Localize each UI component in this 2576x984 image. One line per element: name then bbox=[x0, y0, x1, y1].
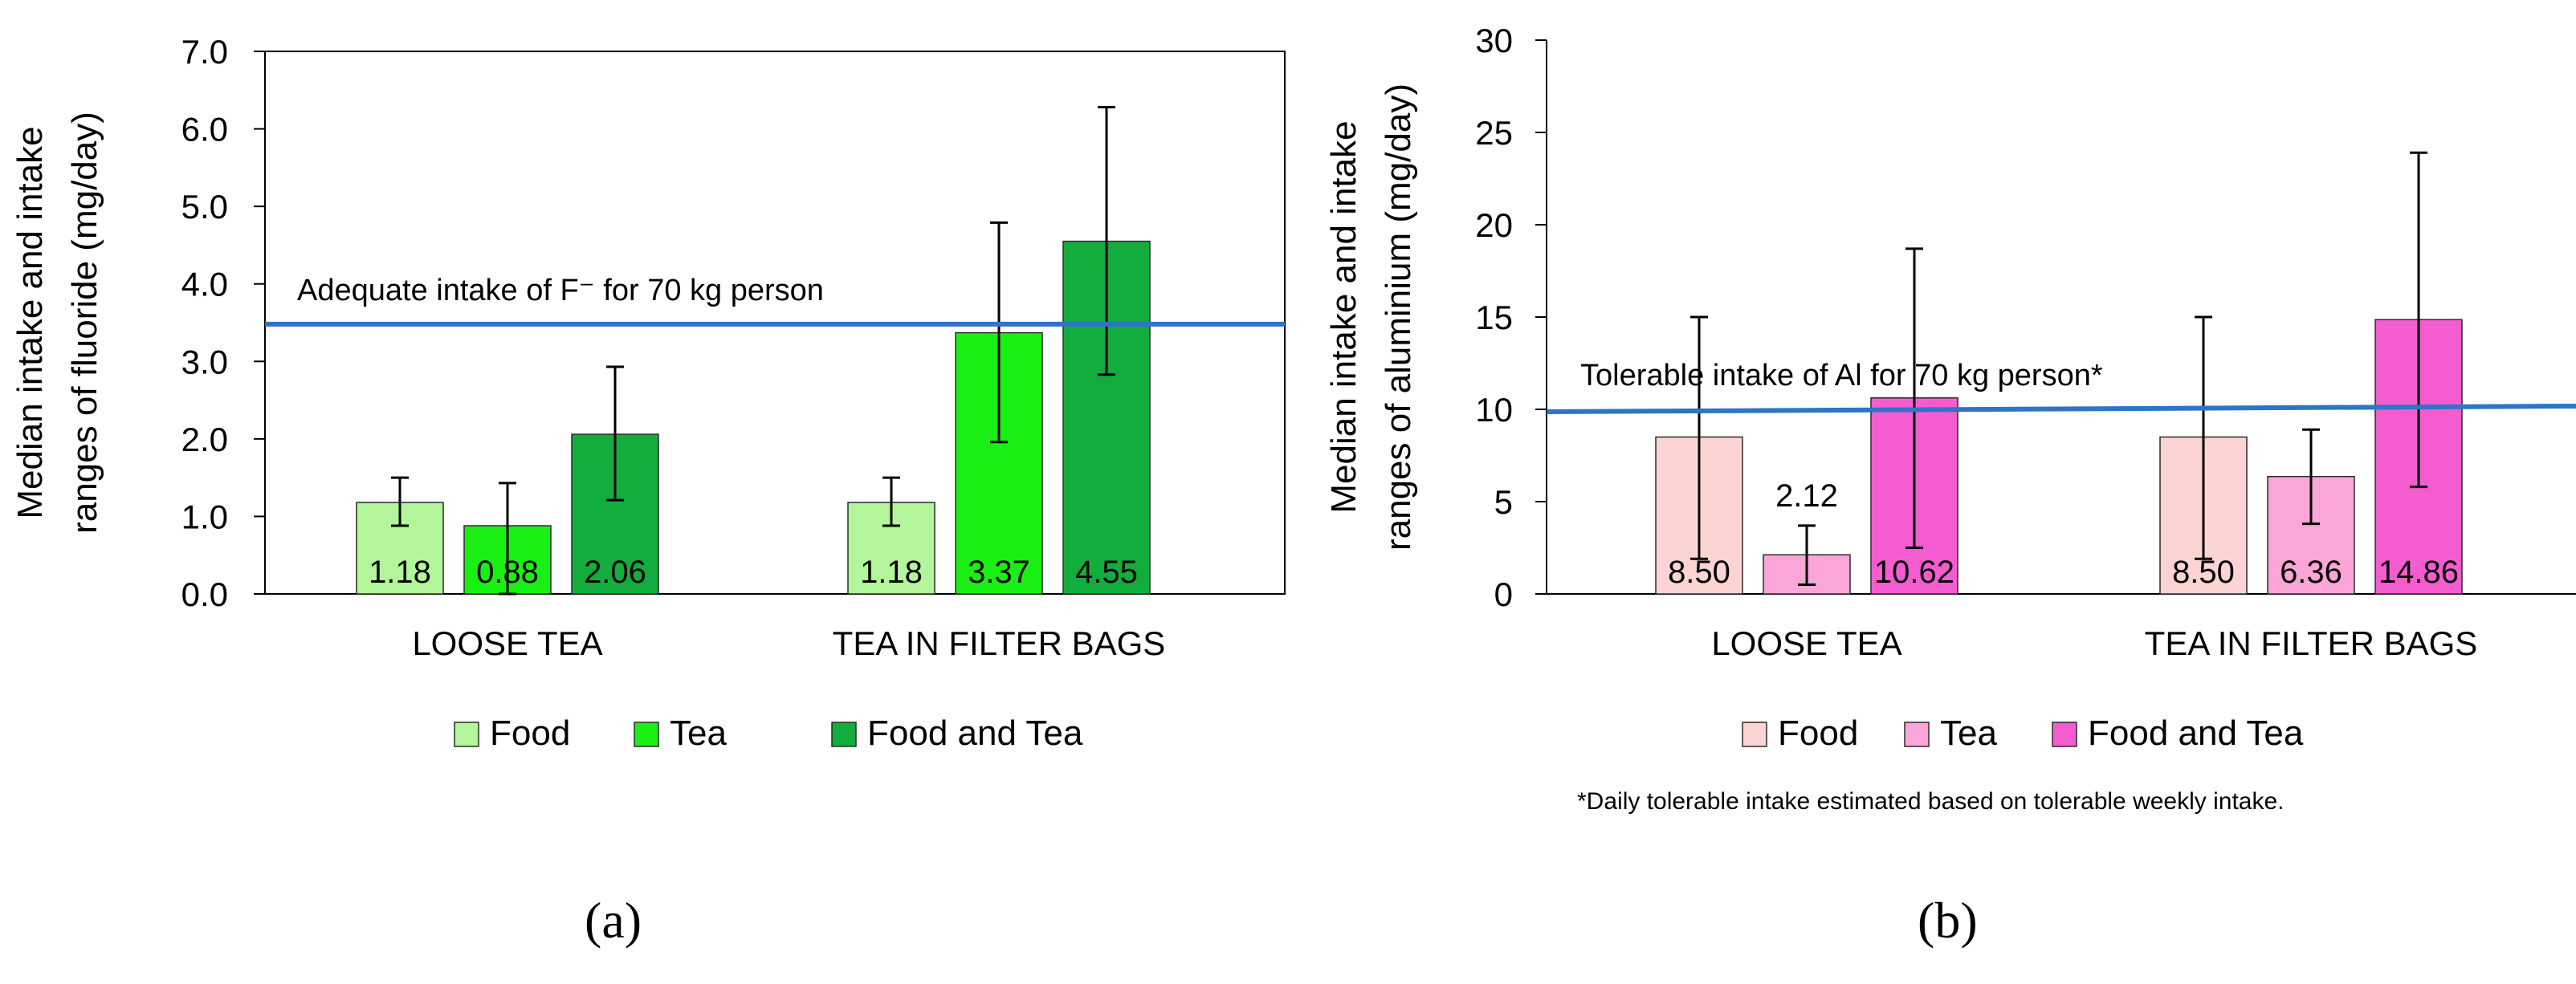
b-data-label: 6.36 bbox=[2280, 555, 2342, 590]
a-data-label: 4.55 bbox=[1075, 555, 1138, 590]
b-y-tick-label: 30 bbox=[1475, 22, 1513, 59]
a-y-tick-label: 1.0 bbox=[181, 498, 228, 535]
a-y-tick-label: 6.0 bbox=[181, 111, 228, 148]
b-y-tick-label: 10 bbox=[1475, 391, 1513, 429]
b-y-tick-label: 20 bbox=[1475, 206, 1513, 244]
a-category-label: LOOSE TEA bbox=[412, 624, 602, 662]
b-data-label: 8.50 bbox=[1668, 555, 1730, 590]
b-legend-label-1: Tea bbox=[1940, 714, 1997, 753]
b-reference-line bbox=[1546, 404, 2576, 414]
b-legend-swatch-2 bbox=[2052, 722, 2077, 747]
a-reference-line-label: Adequate intake of F⁻ for 70 kg person bbox=[297, 274, 824, 307]
b-data-label: 2.12 bbox=[1775, 478, 1838, 514]
tolerable-intake-footnote: *Daily tolerable intake estimated based … bbox=[1577, 788, 2285, 815]
b-y-tick-label: 15 bbox=[1475, 299, 1513, 336]
a-data-label: 1.18 bbox=[369, 555, 431, 590]
b-data-label: 10.62 bbox=[1874, 555, 1954, 590]
a-data-label: 2.06 bbox=[584, 555, 646, 590]
a-y-tick-label: 2.0 bbox=[181, 421, 228, 458]
a-data-label: 1.18 bbox=[860, 555, 923, 590]
panel-a-tag: (a) bbox=[585, 892, 642, 949]
b-y-tick-label: 0 bbox=[1494, 575, 1513, 613]
b-y-tick-label: 25 bbox=[1475, 114, 1513, 152]
a-legend-swatch-0 bbox=[454, 722, 479, 747]
b-legend-swatch-0 bbox=[1742, 722, 1767, 747]
b-y-tick-label: 5 bbox=[1494, 483, 1513, 521]
b-legend-swatch-1 bbox=[1904, 722, 1930, 747]
chart-b-aluminium: 0 5 10 15 20 25 30 Median intake and intake rang… bbox=[1324, 22, 2576, 753]
a-data-label: 3.37 bbox=[968, 555, 1030, 590]
b-data-label: 8.50 bbox=[2172, 555, 2235, 590]
b-y-axis-title-line: ranges of aluminium (mg/day) bbox=[1379, 83, 1418, 551]
chart-a-fluoride: 0.0 1.0 2.0 3.0 4.0 5.0 6.0 7.0 Median intake an… bbox=[10, 33, 1286, 753]
a-legend-swatch-2 bbox=[831, 722, 857, 747]
a-y-tick-label: 3.0 bbox=[181, 343, 228, 380]
a-y-tick-label: 7.0 bbox=[181, 33, 228, 71]
b-reference-line-label: Tolerable intake of Al for 70 kg person* bbox=[1580, 359, 2103, 392]
b-legend-label-0: Food bbox=[1778, 714, 1858, 753]
a-legend-label-0: Food bbox=[490, 714, 570, 753]
a-y-tick-label: 5.0 bbox=[181, 188, 228, 226]
a-y-tick-label: 4.0 bbox=[181, 266, 228, 303]
a-legend-label-1: Tea bbox=[670, 714, 727, 753]
a-bar-0-0 bbox=[356, 502, 444, 595]
a-category-label: TEA IN FILTER BAGS bbox=[833, 624, 1166, 662]
b-category-label: LOOSE TEA bbox=[1711, 624, 1901, 662]
b-category-label: TEA IN FILTER BAGS bbox=[2145, 624, 2478, 662]
a-legend-swatch-1 bbox=[634, 722, 659, 747]
b-y-axis-title-line: Median intake and intake bbox=[1324, 120, 1363, 513]
panel-b-tag: (b) bbox=[1918, 892, 1978, 949]
b-data-label: 14.86 bbox=[2378, 555, 2459, 590]
a-legend-label-2: Food and Tea bbox=[867, 714, 1083, 753]
a-y-axis-title-line: Median intake and intake bbox=[10, 126, 50, 518]
a-data-label: 0.88 bbox=[476, 555, 539, 590]
b-legend-label-2: Food and Tea bbox=[2088, 714, 2304, 753]
a-y-tick-label: 0.0 bbox=[181, 575, 228, 613]
a-y-axis-title-line: ranges of fluoride (mg/day) bbox=[65, 112, 104, 534]
